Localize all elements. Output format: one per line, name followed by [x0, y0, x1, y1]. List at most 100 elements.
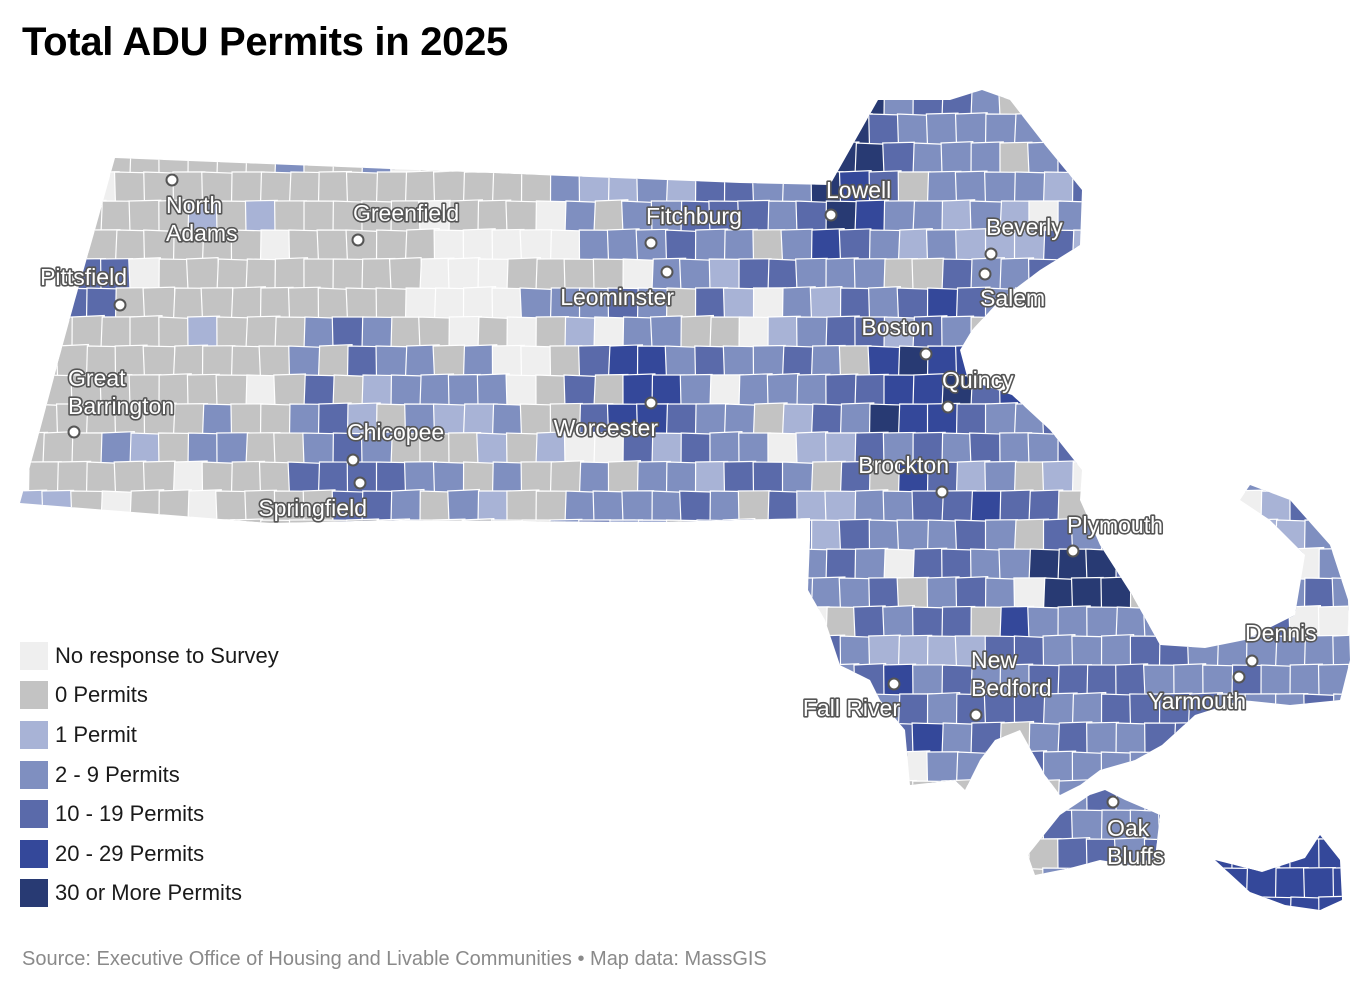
municipality-region [375, 518, 411, 552]
municipality-region [1129, 866, 1164, 900]
municipality-region [926, 809, 962, 843]
municipality-region [360, 838, 394, 872]
municipality-region [447, 488, 481, 523]
municipality-region [303, 896, 338, 910]
municipality-region [852, 605, 887, 639]
municipality-region [664, 112, 699, 146]
municipality-region [27, 229, 62, 263]
municipality-region [70, 606, 105, 640]
legend-item-30-plus-permits: 30 or More Permits [20, 874, 279, 914]
municipality-region [26, 577, 61, 612]
municipality-region [1363, 345, 1372, 377]
municipality-region [388, 838, 423, 872]
municipality-region [1144, 432, 1178, 468]
municipality-region [490, 809, 525, 844]
municipality-region [796, 373, 831, 408]
municipality-region [361, 316, 396, 351]
municipality-region [1158, 577, 1193, 612]
municipality-region [1042, 867, 1076, 902]
municipality-region [128, 199, 163, 234]
municipality-region [751, 170, 786, 205]
municipality-region [245, 90, 281, 119]
municipality-region [679, 373, 714, 408]
municipality-region [970, 780, 1005, 815]
municipality-region [694, 403, 729, 437]
municipality-region [1100, 633, 1135, 668]
municipality-region [1259, 90, 1294, 118]
municipality-region [1318, 90, 1350, 118]
municipality-region [1029, 954, 1063, 986]
municipality-region [722, 634, 757, 668]
municipality-region [824, 896, 858, 910]
municipality-region [1274, 170, 1310, 205]
municipality-region [577, 577, 612, 611]
municipality-region [1274, 228, 1310, 263]
city-marker-new-bedford [969, 708, 983, 722]
municipality-region [447, 256, 482, 291]
municipality-region [984, 402, 1019, 436]
municipality-region [897, 634, 933, 669]
municipality-region [533, 664, 568, 700]
municipality-region [999, 780, 1035, 814]
city-marker-beverly [984, 247, 998, 261]
municipality-region [1144, 722, 1178, 756]
municipality-region [1333, 925, 1365, 957]
municipality-region [287, 286, 322, 321]
municipality-region [1216, 229, 1250, 265]
municipality-region [1115, 90, 1149, 120]
municipality-region [839, 983, 871, 994]
municipality-region [389, 895, 424, 910]
municipality-region [665, 867, 700, 903]
municipality-region [868, 751, 903, 786]
municipality-region [1288, 199, 1322, 234]
municipality-region [303, 780, 339, 815]
municipality-region [1144, 780, 1178, 814]
municipality-region [1144, 90, 1178, 117]
municipality-region [1332, 809, 1350, 843]
city-label-chicopee: Chicopee [347, 419, 444, 445]
city-label-dennis: Dennis [1245, 620, 1317, 646]
city-label-greenfield: Greenfield [353, 200, 459, 226]
municipality-region [317, 635, 352, 669]
municipality-region [1215, 459, 1250, 494]
municipality-region [911, 838, 946, 874]
municipality-region [752, 229, 786, 263]
municipality-region [1113, 374, 1148, 408]
municipality-region [1129, 751, 1163, 786]
municipality-region [348, 983, 380, 994]
municipality-region [1216, 402, 1251, 437]
municipality-region [361, 780, 395, 814]
municipality-region [1274, 113, 1310, 148]
municipality-region [825, 722, 861, 757]
municipality-region [1172, 257, 1206, 291]
municipality-region [1073, 926, 1107, 958]
municipality-region [1100, 460, 1134, 494]
legend-item-10-19-permits: 10 - 19 Permits [20, 794, 279, 834]
municipality-region [1202, 142, 1237, 177]
municipality-region [20, 141, 47, 176]
municipality-region [245, 604, 279, 639]
municipality-region [998, 896, 1032, 910]
municipality-region [1332, 751, 1350, 786]
municipality-region [113, 518, 148, 553]
municipality-region [882, 838, 917, 874]
municipality-region [1187, 229, 1223, 263]
municipality-region [70, 490, 104, 525]
municipality-region [1215, 344, 1250, 379]
source-note: Source: Executive Office of Housing and … [22, 948, 767, 970]
municipality-region [274, 548, 309, 583]
municipality-region [259, 519, 294, 554]
municipality-region [1202, 722, 1237, 758]
municipality-region [477, 780, 513, 814]
municipality-region [1129, 576, 1164, 610]
legend-item-0-permits: 0 Permits [20, 676, 279, 716]
municipality-region [1363, 578, 1372, 611]
municipality-region [709, 141, 744, 175]
municipality-region [1274, 401, 1310, 436]
municipality-region [520, 577, 556, 611]
municipality-region [100, 90, 134, 119]
municipality-region [1100, 287, 1136, 321]
municipality-region [738, 142, 772, 177]
municipality-region [1215, 867, 1250, 902]
municipality-region [970, 837, 1004, 872]
